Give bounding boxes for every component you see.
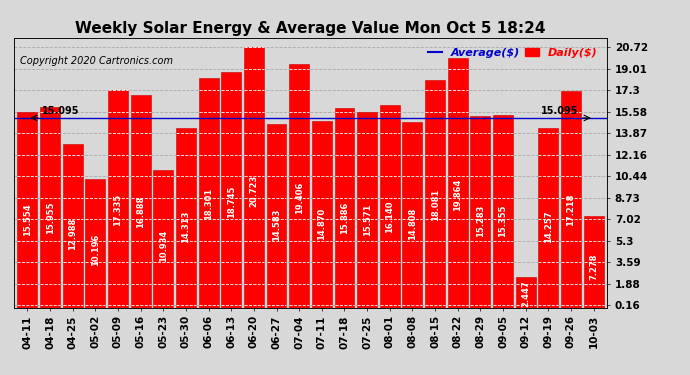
Text: 14.313: 14.313 <box>181 210 190 243</box>
Legend: Average($), Daily($): Average($), Daily($) <box>424 43 602 62</box>
Bar <box>130 95 150 308</box>
Bar <box>493 115 513 308</box>
Text: 10.934: 10.934 <box>159 230 168 262</box>
Bar <box>380 105 400 308</box>
Text: 15.571: 15.571 <box>363 203 372 236</box>
Text: 16.140: 16.140 <box>385 200 394 232</box>
Bar <box>266 124 286 308</box>
Bar <box>425 80 445 308</box>
Text: 2.447: 2.447 <box>521 280 530 307</box>
Text: 18.301: 18.301 <box>204 188 213 220</box>
Text: 18.745: 18.745 <box>227 185 236 218</box>
Title: Weekly Solar Energy & Average Value Mon Oct 5 18:24: Weekly Solar Energy & Average Value Mon … <box>75 21 546 36</box>
Text: 15.095: 15.095 <box>542 106 579 116</box>
Text: 15.095: 15.095 <box>42 106 79 116</box>
Text: 16.888: 16.888 <box>136 196 145 228</box>
Text: 19.864: 19.864 <box>453 179 462 212</box>
Bar <box>584 216 604 308</box>
Text: 7.278: 7.278 <box>589 253 598 279</box>
Text: 15.283: 15.283 <box>476 205 485 237</box>
Bar <box>538 129 558 308</box>
Bar <box>108 90 128 308</box>
Text: 20.723: 20.723 <box>249 174 258 207</box>
Text: 14.808: 14.808 <box>408 208 417 240</box>
Bar <box>561 91 581 308</box>
Bar <box>63 144 83 308</box>
Bar <box>335 108 355 308</box>
Text: Copyright 2020 Cartronics.com: Copyright 2020 Cartronics.com <box>20 56 172 66</box>
Bar <box>17 112 37 308</box>
Text: 15.886: 15.886 <box>340 201 349 234</box>
Text: 18.081: 18.081 <box>431 189 440 222</box>
Text: 12.988: 12.988 <box>68 218 77 250</box>
Bar <box>448 58 468 308</box>
Bar <box>357 112 377 308</box>
Text: 15.554: 15.554 <box>23 203 32 236</box>
Text: 17.335: 17.335 <box>113 194 123 226</box>
Bar <box>244 47 264 308</box>
Text: 10.196: 10.196 <box>91 234 100 266</box>
Bar <box>312 121 332 308</box>
Text: 19.406: 19.406 <box>295 182 304 214</box>
Bar <box>199 78 219 308</box>
Bar <box>40 107 60 308</box>
Bar <box>221 72 242 308</box>
Bar <box>515 277 535 308</box>
Bar <box>402 122 422 308</box>
Text: 15.355: 15.355 <box>498 204 508 237</box>
Text: 14.257: 14.257 <box>544 211 553 243</box>
Text: 15.955: 15.955 <box>46 201 55 234</box>
Text: 14.870: 14.870 <box>317 207 326 240</box>
Text: 14.583: 14.583 <box>272 209 281 241</box>
Bar <box>471 116 491 308</box>
Bar <box>289 64 309 308</box>
Bar <box>153 170 173 308</box>
Bar <box>176 128 196 308</box>
Text: 17.218: 17.218 <box>566 194 575 226</box>
Bar <box>86 180 106 308</box>
